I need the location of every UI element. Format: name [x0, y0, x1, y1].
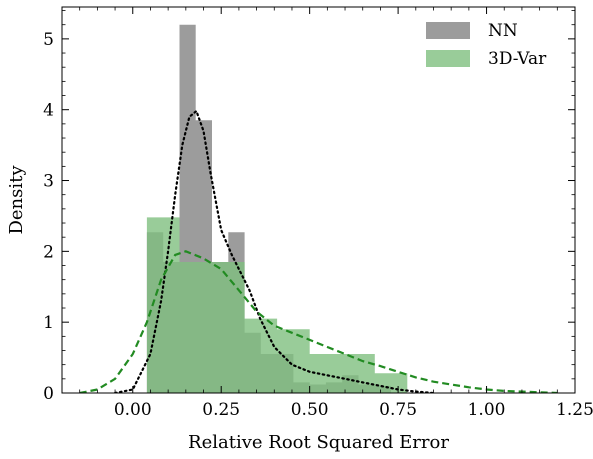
histogram-outline-1 [146, 217, 408, 393]
x-tick-label: 0.50 [291, 400, 329, 420]
plot-area: 0.00 0.25 0.50 0.75 1.00 1.25 0 1 2 3 4 5 [43, 6, 593, 420]
y-axis-label: Density [6, 165, 27, 235]
y-tick-label: 0 [43, 384, 54, 404]
y-tick-label: 1 [43, 313, 54, 333]
y-tick-label: 3 [43, 172, 54, 192]
x-tick-label: 0.00 [114, 400, 152, 420]
legend-swatch-3dvar [426, 50, 470, 67]
y-tick-label: 5 [43, 30, 54, 50]
x-tick-label: 1.25 [556, 400, 593, 420]
x-axis-label: Relative Root Squared Error [188, 432, 449, 453]
x-tick-label: 0.25 [202, 400, 240, 420]
x-tick-label: 1.00 [468, 400, 506, 420]
legend-swatch-nn [426, 22, 470, 39]
legend: NN 3D-Var [426, 21, 547, 69]
y-tick-label: 4 [43, 101, 54, 121]
kde-curve-3dvar [79, 250, 558, 393]
series-1-bars [146, 217, 408, 393]
x-tick-label: 0.75 [379, 400, 417, 420]
kde-curve-nn [113, 109, 435, 393]
legend-label-3dvar: 3D-Var [488, 49, 547, 69]
y-tick-label: 2 [43, 242, 54, 262]
legend-label-nn: NN [488, 21, 518, 41]
plot-frame [61, 6, 576, 394]
